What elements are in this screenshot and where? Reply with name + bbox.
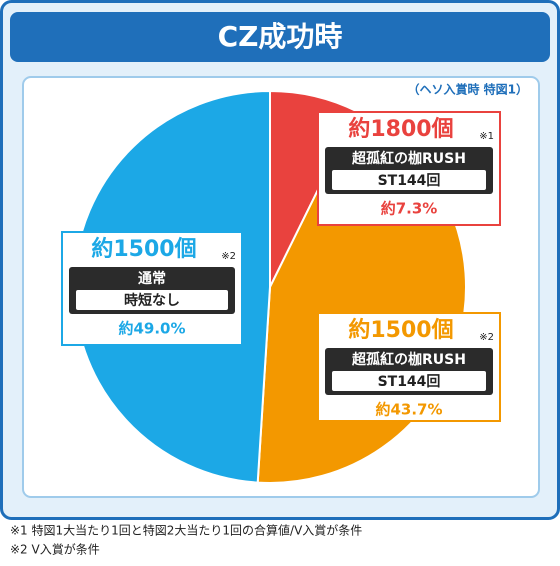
value-label: 約49.0% [118,320,185,338]
note-label: ※2 [221,251,236,262]
detail-box [76,290,228,310]
subtitle: （ヘソ入賞時 特図1） [407,82,528,97]
footnote: ※2 V入賞が条件 [10,542,100,557]
header-bar [10,12,550,62]
value-label: 約43.7% [375,401,442,419]
note-label: ※2 [479,332,494,343]
value-label: 約7.3% [381,200,438,218]
detail-label: 時短なし [124,292,180,309]
mode-label: 超孤紅の枷RUSH [351,351,466,368]
payout-label: 約1800個 [348,116,453,142]
payout-label: 約1500個 [348,317,453,343]
chart-title: CZ成功時 [218,20,343,53]
mode-label: 超孤紅の枷RUSH [351,150,466,167]
detail-label: ST144回 [378,173,441,189]
detail-label: ST144回 [378,374,441,390]
footnote: ※1 特図1大当たり1回と特図2大当たり1回の合算値/V入賞が条件 [10,523,362,538]
note-label: ※1 [479,131,494,142]
detail-box [332,371,486,391]
mode-label: 通常 [138,270,166,287]
detail-box [332,170,486,190]
payout-label: 約1500個 [91,236,196,262]
